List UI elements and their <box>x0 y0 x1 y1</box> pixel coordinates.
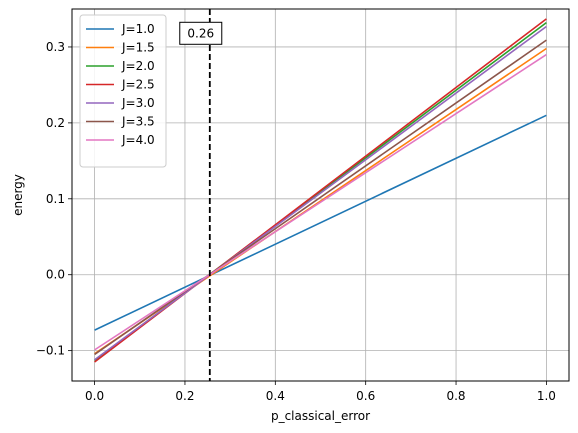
y-axis-label: energy <box>11 174 25 216</box>
x-axis-label: p_classical_error <box>271 409 370 423</box>
legend-label: J=2.5 <box>121 78 155 92</box>
x-tick-label: 0.0 <box>85 389 104 403</box>
series-line-6 <box>94 39 547 356</box>
legend-label: J=2.0 <box>121 59 155 73</box>
y-tick-label: 0.2 <box>46 116 65 130</box>
legend-label: J=4.0 <box>121 133 155 147</box>
y-axis-ticks: −0.1 0.0 0.1 0.2 0.3 <box>36 40 72 358</box>
x-tick-label: 0.8 <box>446 389 465 403</box>
threshold-annotation: 0.26 <box>179 21 223 45</box>
legend-label: J=3.0 <box>121 96 155 110</box>
legend-label: J=3.5 <box>121 115 155 129</box>
legend-label: J=1.5 <box>121 41 155 55</box>
x-tick-label: 0.4 <box>266 389 285 403</box>
plot-frame <box>71 8 570 382</box>
x-tick-label: 0.6 <box>356 389 375 403</box>
annotation-label: 0.26 <box>187 26 214 40</box>
series-line-7 <box>94 53 547 351</box>
y-tick-label: 0.3 <box>46 40 65 54</box>
x-axis-ticks: 0.0 0.2 0.4 0.6 0.8 1.0 <box>85 381 556 403</box>
series-line-5 <box>94 25 547 361</box>
legend-label: J=1.0 <box>121 22 155 36</box>
x-tick-label: 1.0 <box>537 389 556 403</box>
annotation-box <box>179 21 223 45</box>
y-tick-label: 0.0 <box>46 268 65 282</box>
x-tick-label: 0.2 <box>175 389 194 403</box>
legend: J=1.0 J=1.5 J=2.0 J=2.5 J=3.0 J=3.5 J=4.0 <box>79 14 167 168</box>
axes-frame <box>71 8 570 382</box>
legend-box <box>79 14 167 168</box>
series-line-1 <box>94 114 547 331</box>
y-tick-label: −0.1 <box>36 344 65 358</box>
series-lines <box>94 18 547 363</box>
y-tick-label: 0.1 <box>46 192 65 206</box>
